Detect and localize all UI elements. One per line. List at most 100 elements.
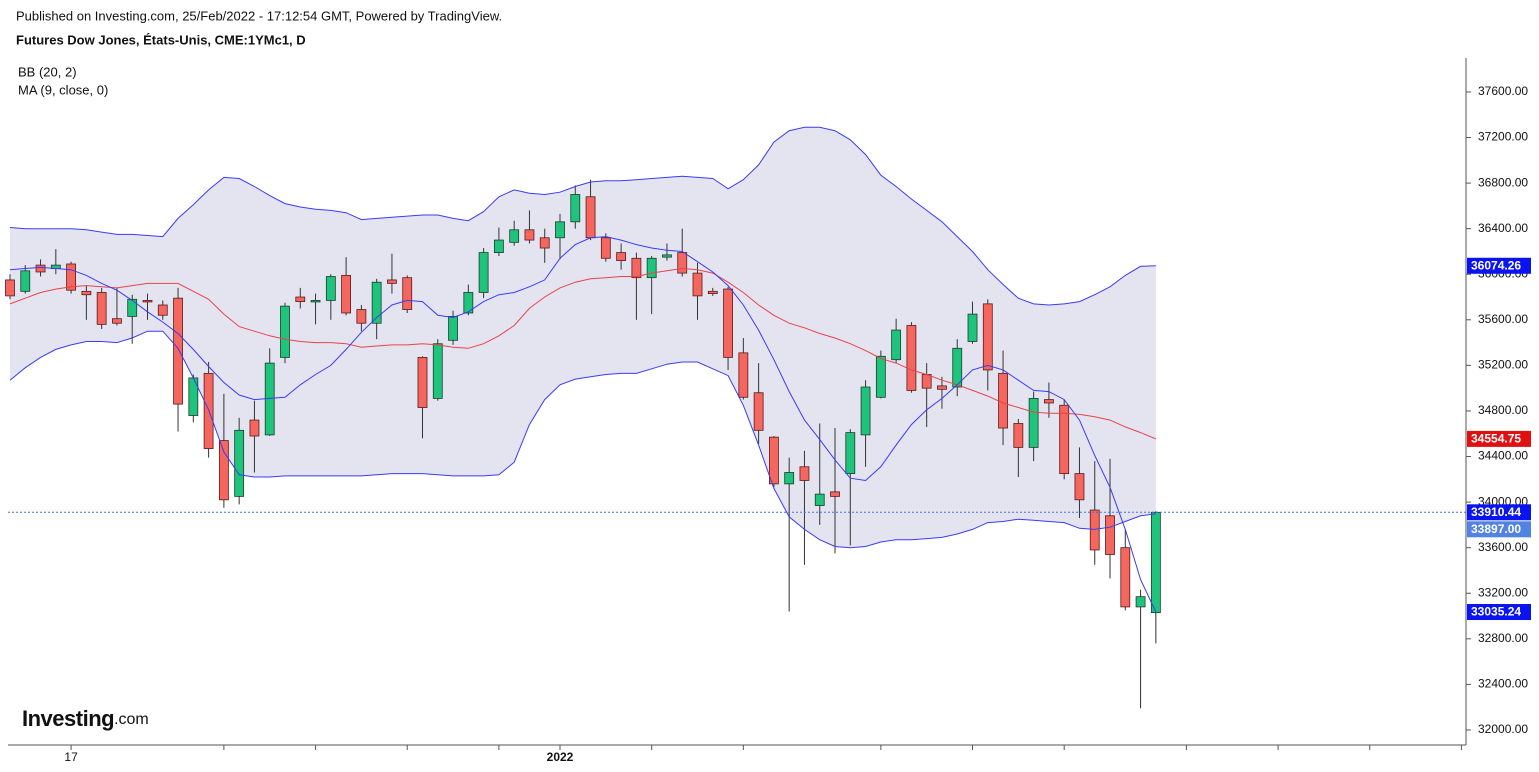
candle-body xyxy=(295,296,306,302)
candle-body xyxy=(142,300,153,303)
y-tick-label: 35600.00 xyxy=(1478,312,1528,326)
candle-body xyxy=(1135,596,1146,608)
candle-body xyxy=(967,313,978,342)
candle-body xyxy=(646,257,657,279)
candle-body xyxy=(1150,511,1161,614)
y-tick-label: 35200.00 xyxy=(1478,358,1528,372)
candle-body xyxy=(570,194,581,223)
candle-body xyxy=(157,304,168,316)
logo: Investing.com xyxy=(22,706,149,731)
candle-body xyxy=(921,374,932,389)
candle-body xyxy=(631,257,642,279)
candle-body xyxy=(493,239,504,253)
candle-body xyxy=(463,292,474,314)
candle-body xyxy=(218,440,229,501)
candle-body xyxy=(509,229,520,243)
published-note: Published on Investing.com, 25/Feb/2022 … xyxy=(16,8,502,23)
price-tag-label: 33035.24 xyxy=(1471,605,1521,619)
candle-body xyxy=(768,436,779,485)
candle-body xyxy=(555,221,565,239)
candle-body xyxy=(249,419,260,437)
price-tag-label: 33910.44 xyxy=(1471,505,1521,519)
legend-ma: MA (9, close, 0) xyxy=(18,82,108,97)
indicator-line xyxy=(9,267,1157,440)
y-tick-label: 37600.00 xyxy=(1478,84,1528,98)
candle-body xyxy=(417,357,428,408)
price-tag xyxy=(1467,521,1531,538)
candle-body xyxy=(845,432,856,475)
candle-body xyxy=(1044,399,1054,404)
candle-body xyxy=(478,252,489,293)
candle-body xyxy=(585,196,596,239)
candle-body xyxy=(692,272,703,297)
candle-body xyxy=(891,329,902,361)
candle-body xyxy=(432,343,443,399)
candle-body xyxy=(20,270,31,292)
price-tag-label: 34554.75 xyxy=(1471,432,1521,446)
candle-body xyxy=(937,385,947,390)
candle-body xyxy=(753,392,764,431)
candle-body xyxy=(784,472,795,485)
candle-body xyxy=(738,352,749,398)
candle-body xyxy=(723,288,733,358)
candle-body xyxy=(875,355,886,398)
candle-body xyxy=(1013,423,1024,448)
candle-body xyxy=(616,252,627,261)
y-tick-label: 32800.00 xyxy=(1478,631,1528,645)
candle-body xyxy=(173,297,183,405)
candle-body xyxy=(830,491,840,497)
candle-body xyxy=(982,303,993,371)
candle-body xyxy=(860,386,871,436)
price-tag xyxy=(1467,257,1531,274)
legend-bb: BB (20, 2) xyxy=(18,64,77,79)
candle-body xyxy=(998,372,1008,429)
indicator-line xyxy=(9,236,1157,613)
candle-body xyxy=(341,274,352,314)
band-fill xyxy=(10,127,1156,548)
y-tick-label: 32400.00 xyxy=(1478,677,1528,691)
candle-body xyxy=(310,300,321,303)
x-tick-label: 17 xyxy=(64,750,78,764)
candle-body xyxy=(448,315,458,341)
candle-body xyxy=(814,493,825,506)
candle-body xyxy=(906,325,917,391)
y-tick-label: 36400.00 xyxy=(1478,221,1528,235)
candle-body xyxy=(81,290,92,296)
x-tick-label: 2022 xyxy=(547,750,574,764)
candle-body xyxy=(524,229,535,241)
candle-body xyxy=(112,318,122,324)
candle-body xyxy=(1120,547,1131,608)
candle-body xyxy=(707,290,718,295)
price-tag xyxy=(1467,604,1531,621)
candle-body xyxy=(280,305,290,358)
y-tick-label: 32000.00 xyxy=(1478,722,1528,736)
logo-suffix: .com xyxy=(114,711,149,728)
candle-body xyxy=(1059,404,1070,475)
indicator-line xyxy=(9,126,1156,306)
candle-body xyxy=(35,264,46,273)
y-tick-label: 34400.00 xyxy=(1478,449,1528,463)
candle-body xyxy=(387,279,397,284)
candle-body xyxy=(539,237,550,249)
y-tick-label: 36800.00 xyxy=(1478,175,1528,189)
candle-body xyxy=(952,347,963,388)
candle-body xyxy=(677,252,688,274)
y-tick-label: 34800.00 xyxy=(1478,403,1528,417)
candle-body xyxy=(234,429,245,497)
logo-name: Investing xyxy=(22,706,114,731)
y-tick-label: 33600.00 xyxy=(1478,540,1528,554)
candle-body xyxy=(1105,515,1115,555)
candle-body xyxy=(96,292,107,325)
candle-body xyxy=(371,281,382,324)
candle-body xyxy=(325,276,336,301)
price-tag xyxy=(1467,504,1531,521)
y-tick-label: 33200.00 xyxy=(1478,585,1528,599)
chart-title: Futures Dow Jones, États-Unis, CME:1YMc1… xyxy=(16,32,306,47)
y-tick-label: 37200.00 xyxy=(1478,130,1528,144)
candle-body xyxy=(66,263,76,291)
candle-body xyxy=(600,237,611,259)
candle-body xyxy=(127,298,138,317)
price-tag xyxy=(1467,430,1531,447)
candle-body xyxy=(1028,398,1039,448)
